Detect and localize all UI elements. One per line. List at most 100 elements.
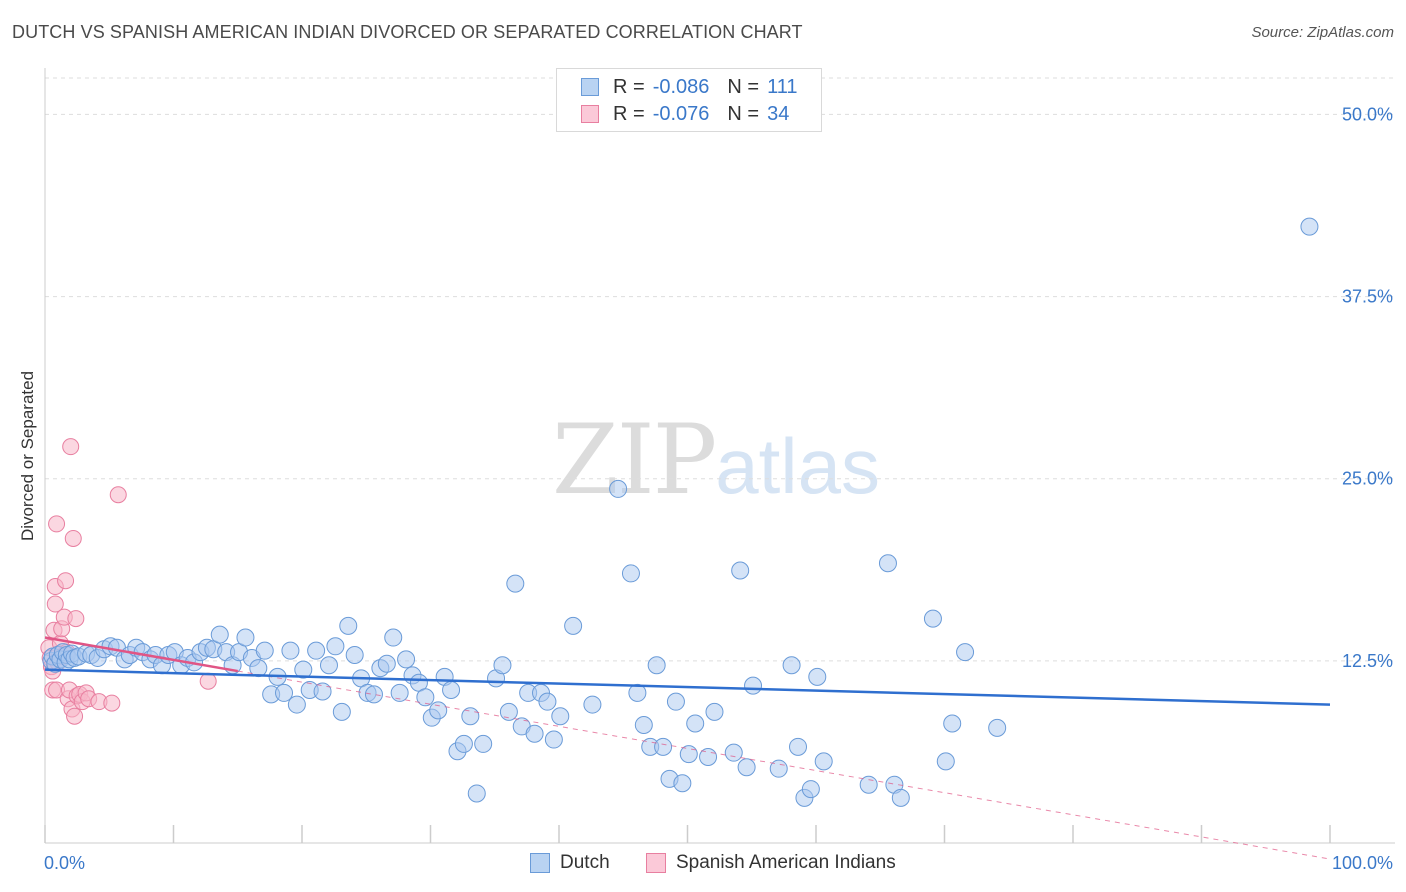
dutch-point [628, 683, 647, 702]
dutch-point [891, 788, 910, 807]
dutch-point [442, 681, 461, 699]
dutch-point [307, 641, 326, 660]
dutch-point [988, 718, 1007, 737]
dutch-point [493, 656, 512, 675]
dutch-point [686, 714, 705, 733]
dutch-point [544, 730, 563, 749]
dutch-trend-line [44, 668, 1331, 706]
dutch-point [397, 650, 416, 669]
legend-n-value: 111 [767, 75, 798, 98]
chart-title: DUTCH VS SPANISH AMERICAN INDIAN DIVORCE… [12, 22, 803, 42]
dutch-point [621, 564, 640, 583]
dutch-point [814, 752, 833, 771]
legend-n-label: N = [727, 75, 760, 98]
dutch-point [943, 714, 962, 733]
dutch-point [499, 702, 518, 721]
spanish-point [109, 486, 127, 504]
source-label: Source: ZipAtlas.com [1251, 24, 1394, 41]
dutch-point [583, 695, 602, 714]
dutch-point [789, 737, 808, 756]
legend-r-label: R = [613, 102, 645, 125]
spanish-point [48, 515, 66, 533]
dutch-point [956, 643, 975, 662]
spanish-point [57, 572, 75, 590]
grid-layer [45, 77, 1395, 662]
dutch-point [666, 692, 685, 711]
legend-row-spanish: R = -0.076 N = 34 [581, 102, 789, 126]
dutch-point [744, 676, 763, 695]
dutch-point [673, 774, 692, 793]
dutch-point [737, 758, 756, 777]
dutch-point [210, 625, 229, 644]
dutch-point [506, 574, 525, 593]
legend-row-dutch: R = -0.086 N = 111 [581, 75, 798, 99]
dutch-point [936, 752, 955, 771]
dutch-point [390, 683, 409, 702]
dutch-point [294, 660, 313, 679]
dutch-point [454, 734, 473, 753]
dutch-point [332, 702, 351, 721]
trend-layer [44, 636, 1331, 860]
x-tick-label: 100.0% [1332, 853, 1393, 873]
dutch-point [808, 667, 827, 686]
legend-swatch-spanish [581, 105, 599, 123]
dutch-point [474, 734, 493, 753]
dutch-point [313, 682, 332, 701]
dutch-point [236, 628, 255, 647]
dutch-point [634, 715, 653, 734]
y-tick-label: 50.0% [1342, 104, 1393, 124]
spanish-trend-line [44, 636, 238, 673]
spanish-point [199, 672, 217, 690]
legend-n-value: 34 [767, 102, 790, 125]
dutch-point [724, 743, 743, 762]
dutch-point [345, 646, 364, 665]
dutch-point [878, 554, 897, 573]
spanish-point [67, 610, 85, 628]
y-tick-label: 25.0% [1342, 469, 1393, 489]
bottom-legend-dutch: Dutch [530, 852, 610, 874]
bottom-legend-spanish: Spanish American Indians [646, 852, 896, 874]
spanish-point [46, 595, 64, 613]
spanish-point [62, 438, 80, 456]
dutch-point [326, 637, 345, 656]
dutch-point [275, 683, 294, 702]
dutch-point [364, 685, 383, 704]
dutch-point [377, 654, 396, 673]
correlation-legend: R = -0.086 N = 111 R = -0.076 N = 34 [556, 68, 822, 132]
legend-r-label: R = [613, 75, 645, 98]
dutch-point [339, 616, 358, 635]
y-tick-label: 37.5% [1342, 287, 1393, 307]
dutch-point [1300, 217, 1319, 236]
x-tick-label: 0.0% [44, 853, 85, 873]
dutch-point [525, 724, 544, 743]
spanish-trend-dashed [237, 670, 1331, 860]
spanish-points-layer [40, 438, 217, 725]
dutch-point [705, 702, 724, 721]
dutch-point [538, 692, 557, 711]
bottom-legend-swatch-dutch [530, 853, 550, 873]
y-tick-label: 12.5% [1342, 651, 1393, 671]
legend-r-value: -0.086 [652, 75, 710, 98]
spanish-point [103, 694, 121, 712]
dutch-point [647, 656, 666, 675]
y-axis-title: Divorced or Separated [18, 370, 37, 542]
dutch-point [679, 745, 698, 764]
dutch-point [609, 479, 628, 498]
dutch-point [287, 695, 306, 714]
dutch-points-layer [42, 217, 1319, 807]
dutch-point [654, 737, 673, 756]
dutch-point [416, 688, 435, 707]
dutch-point [923, 609, 942, 628]
dutch-point [429, 701, 448, 720]
dutch-point [731, 561, 750, 580]
spanish-point [66, 707, 84, 725]
dutch-point [319, 656, 338, 675]
bottom-legend-label-spanish: Spanish American Indians [676, 852, 896, 873]
dutch-point [281, 641, 300, 660]
bottom-legend-swatch-spanish [646, 853, 666, 873]
tick-label-layer: 12.5% 25.0% 37.5% 50.0% 0.0% 100.0% [44, 104, 1393, 873]
dutch-point [782, 656, 801, 675]
dutch-point [384, 628, 403, 647]
spanish-point [64, 529, 82, 547]
